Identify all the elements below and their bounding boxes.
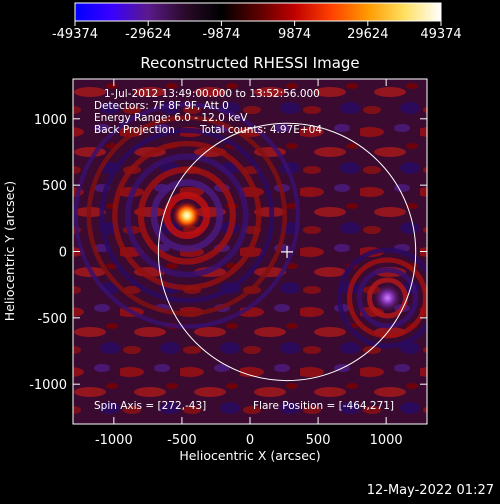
colorbar-tick-label: -49374: [52, 27, 98, 42]
y-tick-label: -1000: [29, 378, 67, 393]
x-tick-labels: -1000 -500 0 500 1000: [95, 433, 403, 448]
axis-tick-marks: [73, 79, 427, 424]
colorbar: -49374 -29624 -9874 9874 29624 49374: [52, 2, 462, 42]
total-counts-text: Total counts: 4.97E+04: [199, 124, 322, 136]
y-tick-label: 0: [59, 246, 67, 261]
spin-axis-cross-icon: [281, 245, 294, 258]
method-text: Back Projection: [94, 124, 175, 136]
y-tick-label: -500: [37, 312, 67, 327]
colorbar-tick-label: 29624: [347, 27, 388, 42]
y-axis-label: Heliocentric Y (arcsec): [2, 181, 17, 321]
colorbar-ticks: -49374 -29624 -9874 9874 29624 49374: [52, 21, 462, 42]
secondary-source: [373, 283, 402, 312]
x-axis-label: Heliocentric X (arcsec): [179, 448, 320, 463]
x-tick-label: -500: [167, 433, 197, 448]
colorbar-tick-label: 49374: [420, 27, 461, 42]
y-tick-label: 500: [42, 179, 67, 194]
x-tick-label: 1000: [370, 433, 403, 448]
timestamp: 12-May-2022 01:27: [367, 483, 494, 498]
plot-title: Reconstructed RHESSI Image: [140, 54, 359, 72]
x-tick-label: -1000: [95, 433, 133, 448]
solar-limb-circle: [157, 122, 417, 382]
colorbar-tick-label: -9874: [203, 27, 241, 42]
spin-axis-text: Spin Axis = [272,-43]: [94, 400, 206, 412]
colorbar-tick-label: -29624: [125, 27, 171, 42]
detectors-text: Detectors: 7F 8F 9F, Att 0: [94, 100, 229, 112]
x-tick-label: 500: [306, 433, 331, 448]
colorbar-tick-label: 9874: [278, 27, 311, 42]
flare-source: [172, 201, 201, 230]
energy-range-text: Energy Range: 6.0 - 12.0 keV: [94, 112, 248, 124]
y-tick-labels: 1000 500 0 -500 -1000: [29, 113, 67, 393]
colorbar-gradient: [74, 2, 442, 22]
secondary-rings: [337, 247, 427, 349]
flare-position-text: Flare Position = [-464,271]: [253, 400, 394, 412]
x-tick-label: 0: [246, 433, 254, 448]
image-area: [73, 79, 427, 424]
flare-rings: [73, 102, 300, 329]
time-range-text: 1-Jul-2012 13:49:00.000 to 13:52:56.000: [104, 88, 320, 100]
y-tick-label: 1000: [34, 113, 67, 128]
